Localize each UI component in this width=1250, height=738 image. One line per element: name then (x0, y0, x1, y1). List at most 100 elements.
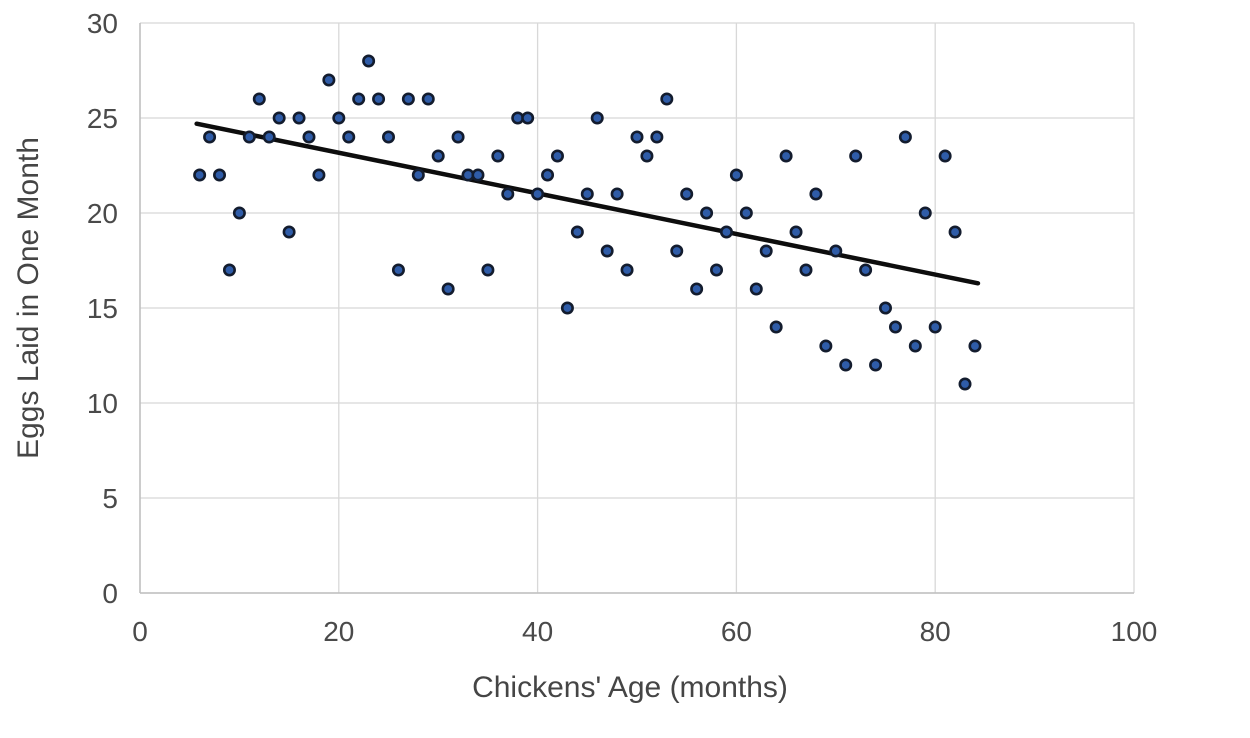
data-point (391, 263, 405, 277)
x-tick-label: 20 (323, 616, 354, 647)
data-point (292, 111, 306, 125)
data-point (312, 168, 326, 182)
data-point (769, 320, 783, 334)
x-tick-label: 0 (132, 616, 148, 647)
data-point (898, 130, 912, 144)
data-point (471, 168, 485, 182)
data-point (531, 187, 545, 201)
data-point (918, 206, 932, 220)
data-point (680, 187, 694, 201)
data-point (362, 54, 376, 68)
data-point (640, 149, 654, 163)
data-point (193, 168, 207, 182)
data-point (203, 130, 217, 144)
data-point (710, 263, 724, 277)
trend-line-layer (194, 121, 981, 286)
y-tick-label: 20 (87, 198, 118, 229)
data-point (352, 92, 366, 106)
data-points-layer (193, 54, 982, 391)
data-point (610, 187, 624, 201)
data-point (332, 111, 346, 125)
data-point (252, 92, 266, 106)
data-point (819, 339, 833, 353)
y-tick-label: 10 (87, 388, 118, 419)
data-point (342, 130, 356, 144)
data-point (570, 225, 584, 239)
data-point (521, 111, 535, 125)
x-tick-label: 100 (1111, 616, 1158, 647)
data-point (799, 263, 813, 277)
data-point (908, 339, 922, 353)
data-point (849, 149, 863, 163)
data-point (580, 187, 594, 201)
data-point (888, 320, 902, 334)
data-point (859, 263, 873, 277)
data-point (322, 73, 336, 87)
data-point (372, 92, 386, 106)
data-point (839, 358, 853, 372)
axis-labels-layer: 0 5 10 15 20 25 30 0 20 40 60 80 100 (87, 8, 1158, 647)
y-tick-label: 25 (87, 103, 118, 134)
data-point (272, 111, 286, 125)
data-point (869, 358, 883, 372)
y-tick-label: 0 (102, 578, 118, 609)
data-point (948, 225, 962, 239)
x-tick-label: 60 (721, 616, 752, 647)
data-point (719, 225, 733, 239)
data-point (878, 301, 892, 315)
data-point (749, 282, 763, 296)
gridlines (140, 22, 1135, 594)
data-point (670, 244, 684, 258)
data-point (431, 149, 445, 163)
data-point (650, 130, 664, 144)
data-point (779, 149, 793, 163)
data-point (620, 263, 634, 277)
data-point (690, 282, 704, 296)
data-point (809, 187, 823, 201)
axes (139, 23, 1134, 594)
y-axis-title: Eggs Laid in One Month (12, 137, 45, 459)
trend-line (194, 121, 981, 286)
data-point (401, 92, 415, 106)
x-tick-label: 80 (920, 616, 951, 647)
data-point (441, 282, 455, 296)
data-point (421, 92, 435, 106)
data-point (829, 244, 843, 258)
y-tick-label: 30 (87, 8, 118, 39)
data-point (759, 244, 773, 258)
data-point (789, 225, 803, 239)
data-point (381, 130, 395, 144)
data-point (213, 168, 227, 182)
data-point (729, 168, 743, 182)
data-point (600, 244, 614, 258)
data-point (282, 225, 296, 239)
data-point (630, 130, 644, 144)
data-point (958, 377, 972, 391)
data-point (560, 301, 574, 315)
data-point (501, 187, 515, 201)
data-point (700, 206, 714, 220)
data-point (481, 263, 495, 277)
data-point (451, 130, 465, 144)
data-point (660, 92, 674, 106)
data-point (938, 149, 952, 163)
y-tick-label: 5 (102, 483, 118, 514)
data-point (541, 168, 555, 182)
data-point (302, 130, 316, 144)
data-point (968, 339, 982, 353)
data-point (550, 149, 564, 163)
data-point (222, 263, 236, 277)
data-point (928, 320, 942, 334)
x-axis-title: Chickens' Age (months) (472, 671, 788, 704)
data-point (411, 168, 425, 182)
data-point (491, 149, 505, 163)
data-point (262, 130, 276, 144)
data-point (590, 111, 604, 125)
x-tick-label: 40 (522, 616, 553, 647)
data-point (232, 206, 246, 220)
y-tick-label: 15 (87, 293, 118, 324)
data-point (242, 130, 256, 144)
data-point (739, 206, 753, 220)
